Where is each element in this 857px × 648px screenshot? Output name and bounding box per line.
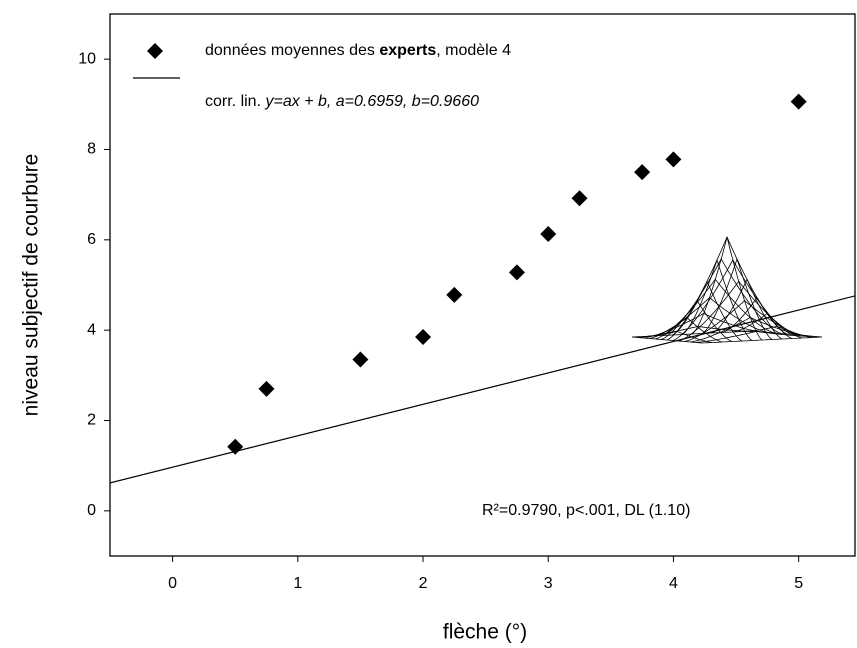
mesh-line: [666, 235, 788, 341]
data-point: [258, 380, 275, 397]
inset-mesh: [631, 235, 823, 344]
data-point: [540, 225, 557, 242]
data-point: [571, 190, 588, 207]
data-point: [790, 93, 807, 110]
y-tick-label: 2: [87, 412, 96, 429]
mesh-line: [690, 317, 811, 343]
legend-part: corr. lin.: [205, 93, 265, 110]
x-tick-label: 3: [544, 575, 553, 592]
y-axis-label: niveau subjectif de courbure: [20, 154, 43, 417]
mesh-line: [751, 330, 823, 338]
data-point: [446, 286, 463, 303]
legend-part: y=ax + b, a=0.6959, b=0.9660: [264, 93, 479, 110]
annotation: R²=0.9790, p<.001, DL (1.10): [482, 502, 690, 519]
legend-label: corr. lin. y=ax + b, a=0.6959, b=0.9660: [205, 93, 479, 110]
y-tick-label: 4: [87, 321, 96, 338]
y-tick-label: 6: [87, 231, 96, 248]
x-tick-label: 5: [794, 575, 803, 592]
y-tick-label: 10: [78, 50, 96, 67]
data-point: [508, 264, 525, 281]
data-point: [415, 328, 432, 345]
x-tick-label: 1: [293, 575, 302, 592]
legend-part: , modèle 4: [436, 42, 511, 59]
x-tick-label: 4: [669, 575, 678, 592]
mesh-line: [701, 336, 823, 344]
data-point: [227, 438, 244, 455]
legend-part: experts: [379, 42, 436, 59]
legend-part: données moyennes des: [205, 42, 379, 59]
x-tick-label: 2: [419, 575, 428, 592]
y-tick-label: 0: [87, 502, 96, 519]
legend-label: données moyennes des experts, modèle 4: [205, 42, 511, 59]
x-tick-label: 0: [168, 575, 177, 592]
data-point: [665, 151, 682, 168]
x-axis-label: flèche (°): [443, 621, 527, 644]
data-point: [634, 164, 651, 181]
fit-line: [110, 295, 855, 484]
plot-frame: [109, 13, 856, 557]
y-tick-label: 8: [87, 141, 96, 158]
legend-marker: [147, 43, 163, 59]
data-point: [352, 351, 369, 368]
